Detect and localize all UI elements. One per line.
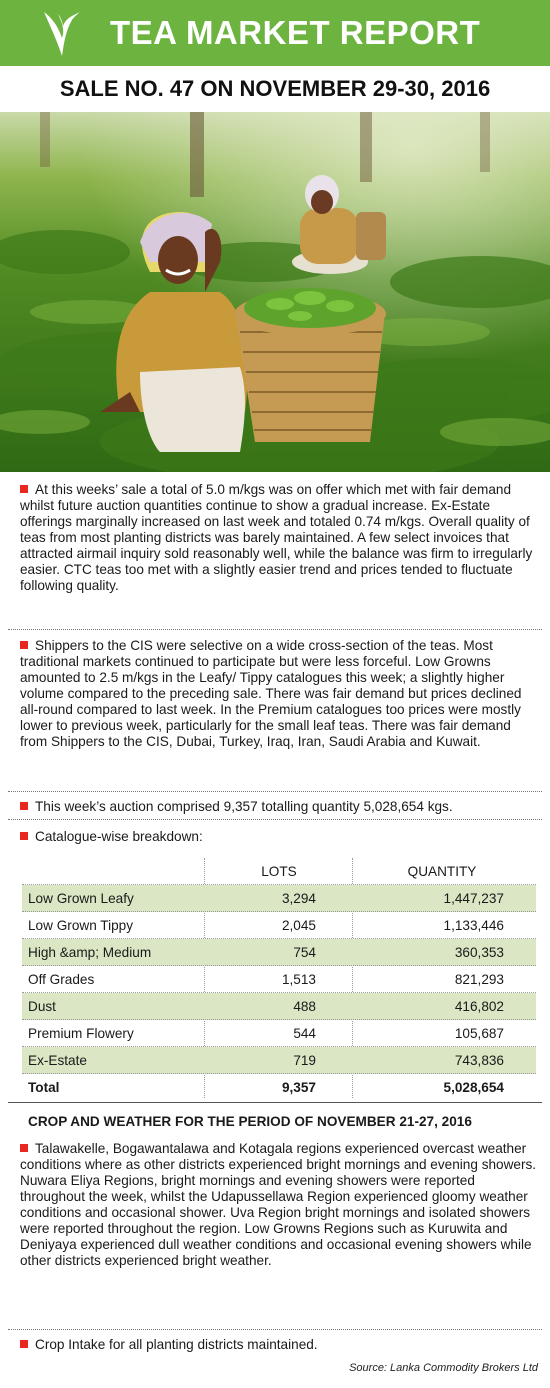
divider: [8, 819, 542, 820]
divider: [8, 1329, 542, 1330]
report-title: TEA MARKET REPORT: [110, 14, 481, 51]
report-header: TEA MARKET REPORT: [0, 0, 550, 66]
bullet-icon: [20, 802, 28, 810]
bullet-icon: [20, 485, 28, 493]
auction-total-line: This week’s auction comprised 9,357 tota…: [20, 799, 540, 815]
table-row: Dust 488 416,802: [22, 993, 536, 1020]
catalogue-table: LOTS QUANTITY Low Grown Leafy 3,294 1,44…: [22, 858, 536, 1101]
sale-title: SALE NO. 47 ON NOVEMBER 29-30, 2016: [0, 66, 550, 112]
tea-leaf-icon: [44, 12, 80, 56]
lots-header: LOTS: [261, 864, 297, 879]
table-header-row: LOTS QUANTITY: [22, 858, 536, 885]
divider: [8, 1102, 542, 1103]
table-column-divider: [204, 858, 205, 1098]
bullet-icon: [20, 641, 28, 649]
table-row: Premium Flowery 544 105,687: [22, 1020, 536, 1047]
crop-intake-line: Crop Intake for all planting districts m…: [20, 1337, 540, 1353]
catalogue-heading: Catalogue-wise breakdown:: [20, 829, 540, 845]
table-row: High &amp; Medium 754 360,353: [22, 939, 536, 966]
table-row: Off Grades 1,513 821,293: [22, 966, 536, 993]
bullet-icon: [20, 1144, 28, 1152]
divider: [8, 791, 542, 792]
crop-weather-heading: CROP AND WEATHER FOR THE PERIOD OF NOVEM…: [28, 1114, 472, 1129]
table-row: Low Grown Leafy 3,294 1,447,237: [22, 885, 536, 912]
bullet-icon: [20, 832, 28, 840]
table-row: Low Grown Tippy 2,045 1,133,446: [22, 912, 536, 939]
source-credit: Source: Lanka Commodity Brokers Ltd: [349, 1362, 538, 1374]
shippers-paragraph: Shippers to the CIS were selective on a …: [20, 638, 522, 749]
tea-pickers-photo: [0, 112, 550, 472]
quantity-header: QUANTITY: [407, 864, 477, 879]
table-row: Ex-Estate 719 743,836: [22, 1047, 536, 1074]
weather-paragraph: Talawakelle, Bogawantalawa and Kotagala …: [20, 1141, 537, 1268]
market-summary-paragraph: At this weeks’ sale a total of 5.0 m/kgs…: [20, 482, 533, 593]
table-column-divider: [352, 858, 353, 1098]
bullet-icon: [20, 1340, 28, 1348]
divider: [8, 629, 542, 630]
table-total-row: Total 9,357 5,028,654: [28, 1080, 504, 1095]
